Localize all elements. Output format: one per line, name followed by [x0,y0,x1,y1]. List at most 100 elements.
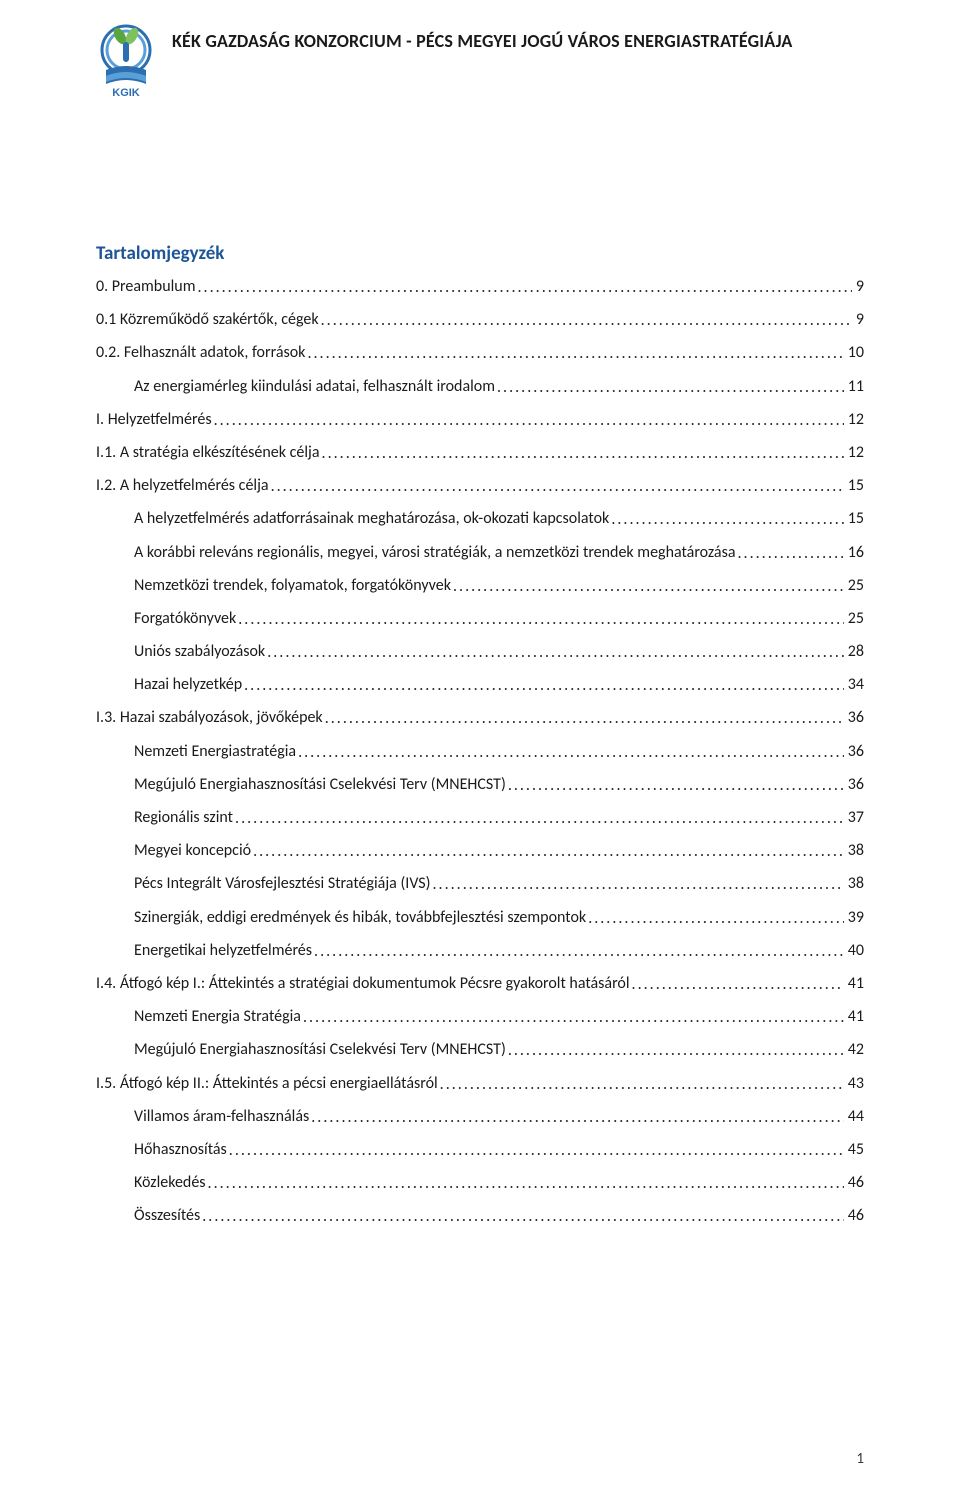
toc-entry-label: I.2. A helyzetfelmérés célja [96,474,269,497]
toc-entry-page: 38 [844,872,864,895]
toc-entry-label: Az energiamérleg kiindulási adatai, felh… [134,375,495,398]
toc-entry[interactable]: Hőhasznosítás45 [96,1138,864,1161]
toc-entry-page: 42 [844,1038,864,1061]
toc-entry-page: 40 [844,939,864,962]
toc-entry-label: Összesítés [134,1204,200,1227]
document-page: KGIK KÉK GAZDASÁG KONZORCIUM - PÉCS MEGY… [0,0,960,1287]
toc-entry-page: 12 [844,441,864,464]
toc-entry-page: 36 [844,773,864,796]
toc-entry-page: 37 [844,806,864,829]
toc-entry[interactable]: Megyei koncepció 38 [96,839,864,862]
toc-entry-label: Közlekedés [134,1171,206,1194]
toc-entry[interactable]: 0.1 Közreműködő szakértők, cégek 9 [96,308,864,331]
toc-entry-page: 25 [844,574,864,597]
toc-dot-leader [233,807,844,830]
toc-entry-label: 0.2. Felhasznált adatok, források [96,341,305,364]
toc-dot-leader [323,707,844,730]
toc-entry-page: 41 [844,1005,864,1028]
toc-dot-leader [495,376,844,399]
toc-entry[interactable]: I. Helyzetfelmérés 12 [96,408,864,431]
toc-dot-leader [431,873,844,896]
toc-entry[interactable]: Nemzetközi trendek, folyamatok, forgatók… [96,574,864,597]
toc-entry-label: Regionális szint [134,806,233,829]
toc-entry-page: 43 [844,1072,864,1095]
toc-entry-page: 11 [844,375,864,398]
toc-dot-leader [736,542,844,565]
toc-entry-page: 28 [844,640,864,663]
toc-entry[interactable]: Megújuló Energiahasznosítási Cselekvési … [96,773,864,796]
toc-entry-label: Szinergiák, eddigi eredmények és hibák, … [134,906,586,929]
toc-entry-page: 34 [844,673,864,696]
toc-dot-leader [305,342,843,365]
toc-entry-label: I.4. Átfogó kép I.: Áttekintés a stratég… [96,972,630,995]
toc-entry-page: 36 [844,706,864,729]
toc-entry-label: 0. Preambulum [96,275,195,298]
toc-entry-page: 15 [844,474,864,497]
toc-entry-label: 0.1 Közreműködő szakértők, cégek [96,308,319,331]
toc-entry[interactable]: A korábbi releváns regionális, megyei, v… [96,541,864,564]
toc-title: Tartalomjegyzék [96,242,864,265]
toc-dot-leader [630,973,844,996]
toc-entry[interactable]: Közlekedés 46 [96,1171,864,1194]
toc-entry[interactable]: Nemzeti Energia Stratégia41 [96,1005,864,1028]
toc-entry[interactable]: 0.2. Felhasznált adatok, források10 [96,341,864,364]
toc-dot-leader [586,907,844,930]
toc-entry[interactable]: I.5. Átfogó kép II.: Áttekintés a pécsi … [96,1072,864,1095]
toc-dot-leader [236,608,844,631]
toc-dot-leader [269,475,844,498]
toc-entry[interactable]: Pécs Integrált Városfejlesztési Stratégi… [96,872,864,895]
page-number: 1 [856,1450,864,1468]
toc-entry[interactable]: A helyzetfelmérés adatforrásainak meghat… [96,507,864,530]
toc-entry[interactable]: I.2. A helyzetfelmérés célja 15 [96,474,864,497]
toc-entry-page: 36 [844,740,864,763]
toc-entry-label: Villamos áram-felhasználás [134,1105,309,1128]
toc-dot-leader [506,774,844,797]
toc-entry[interactable]: I.4. Átfogó kép I.: Áttekintés a stratég… [96,972,864,995]
toc-entry[interactable]: Regionális szint 37 [96,806,864,829]
toc-entry-page: 44 [844,1105,864,1128]
toc-entry[interactable]: Forgatókönyvek25 [96,607,864,630]
toc-entry-page: 16 [844,541,864,564]
toc-dot-leader [320,442,844,465]
toc-entry-page: 12 [844,408,864,431]
logo-icon: KGIK [96,24,156,102]
toc-dot-leader [301,1006,844,1029]
toc-entry[interactable]: Uniós szabályozások 28 [96,640,864,663]
toc-entry-label: Pécs Integrált Városfejlesztési Stratégi… [134,872,431,895]
toc-entry-page: 15 [844,507,864,530]
toc-entry-label: Megújuló Energiahasznosítási Cselekvési … [134,773,506,796]
toc-entry-label: Energetikai helyzetfelmérés [134,939,312,962]
toc-dot-leader [242,674,844,697]
toc-dot-leader [309,1106,844,1129]
toc-entry[interactable]: I.1. A stratégia elkészítésének célja12 [96,441,864,464]
toc-dot-leader [227,1139,844,1162]
toc-entry-label: I. Helyzetfelmérés [96,408,212,431]
toc-entry-page: 9 [852,308,864,331]
toc-entry-label: Megyei koncepció [134,839,251,862]
toc-entry-label: A helyzetfelmérés adatforrásainak meghat… [134,507,609,530]
toc-entry-label: Uniós szabályozások [134,640,265,663]
table-of-contents: 0. Preambulum90.1 Közreműködő szakértők,… [96,275,864,1227]
toc-entry[interactable]: Energetikai helyzetfelmérés 40 [96,939,864,962]
toc-entry[interactable]: Összesítés46 [96,1204,864,1227]
page-header: KGIK KÉK GAZDASÁG KONZORCIUM - PÉCS MEGY… [96,24,864,102]
toc-entry[interactable]: Szinergiák, eddigi eredmények és hibák, … [96,906,864,929]
page-header-title: KÉK GAZDASÁG KONZORCIUM - PÉCS MEGYEI JO… [172,24,793,52]
toc-entry[interactable]: I.3. Hazai szabályozások, jövőképek36 [96,706,864,729]
toc-entry-label: Hőhasznosítás [134,1138,227,1161]
toc-entry[interactable]: Villamos áram-felhasználás 44 [96,1105,864,1128]
toc-entry-label: Megújuló Energiahasznosítási Cselekvési … [134,1038,506,1061]
toc-entry[interactable]: Megújuló Energiahasznosítási Cselekvési … [96,1038,864,1061]
toc-entry-page: 38 [844,839,864,862]
toc-dot-leader [451,575,844,598]
toc-dot-leader [296,741,844,764]
toc-entry-page: 46 [844,1171,864,1194]
toc-entry-page: 9 [852,275,864,298]
toc-entry[interactable]: Az energiamérleg kiindulási adatai, felh… [96,375,864,398]
toc-entry-page: 25 [844,607,864,630]
toc-entry[interactable]: 0. Preambulum 9 [96,275,864,298]
organisation-logo: KGIK [96,24,156,102]
toc-dot-leader [319,309,852,332]
toc-entry[interactable]: Nemzeti Energiastratégia36 [96,740,864,763]
toc-entry[interactable]: Hazai helyzetkép34 [96,673,864,696]
